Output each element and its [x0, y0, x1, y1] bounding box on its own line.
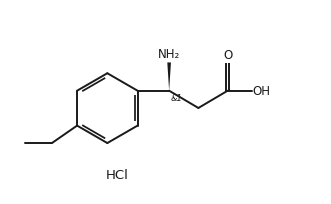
Text: &1: &1: [170, 94, 182, 103]
Text: NH₂: NH₂: [158, 48, 180, 61]
Text: OH: OH: [253, 85, 270, 98]
Text: O: O: [223, 49, 232, 62]
Text: HCl: HCl: [106, 168, 129, 181]
Polygon shape: [167, 63, 171, 91]
